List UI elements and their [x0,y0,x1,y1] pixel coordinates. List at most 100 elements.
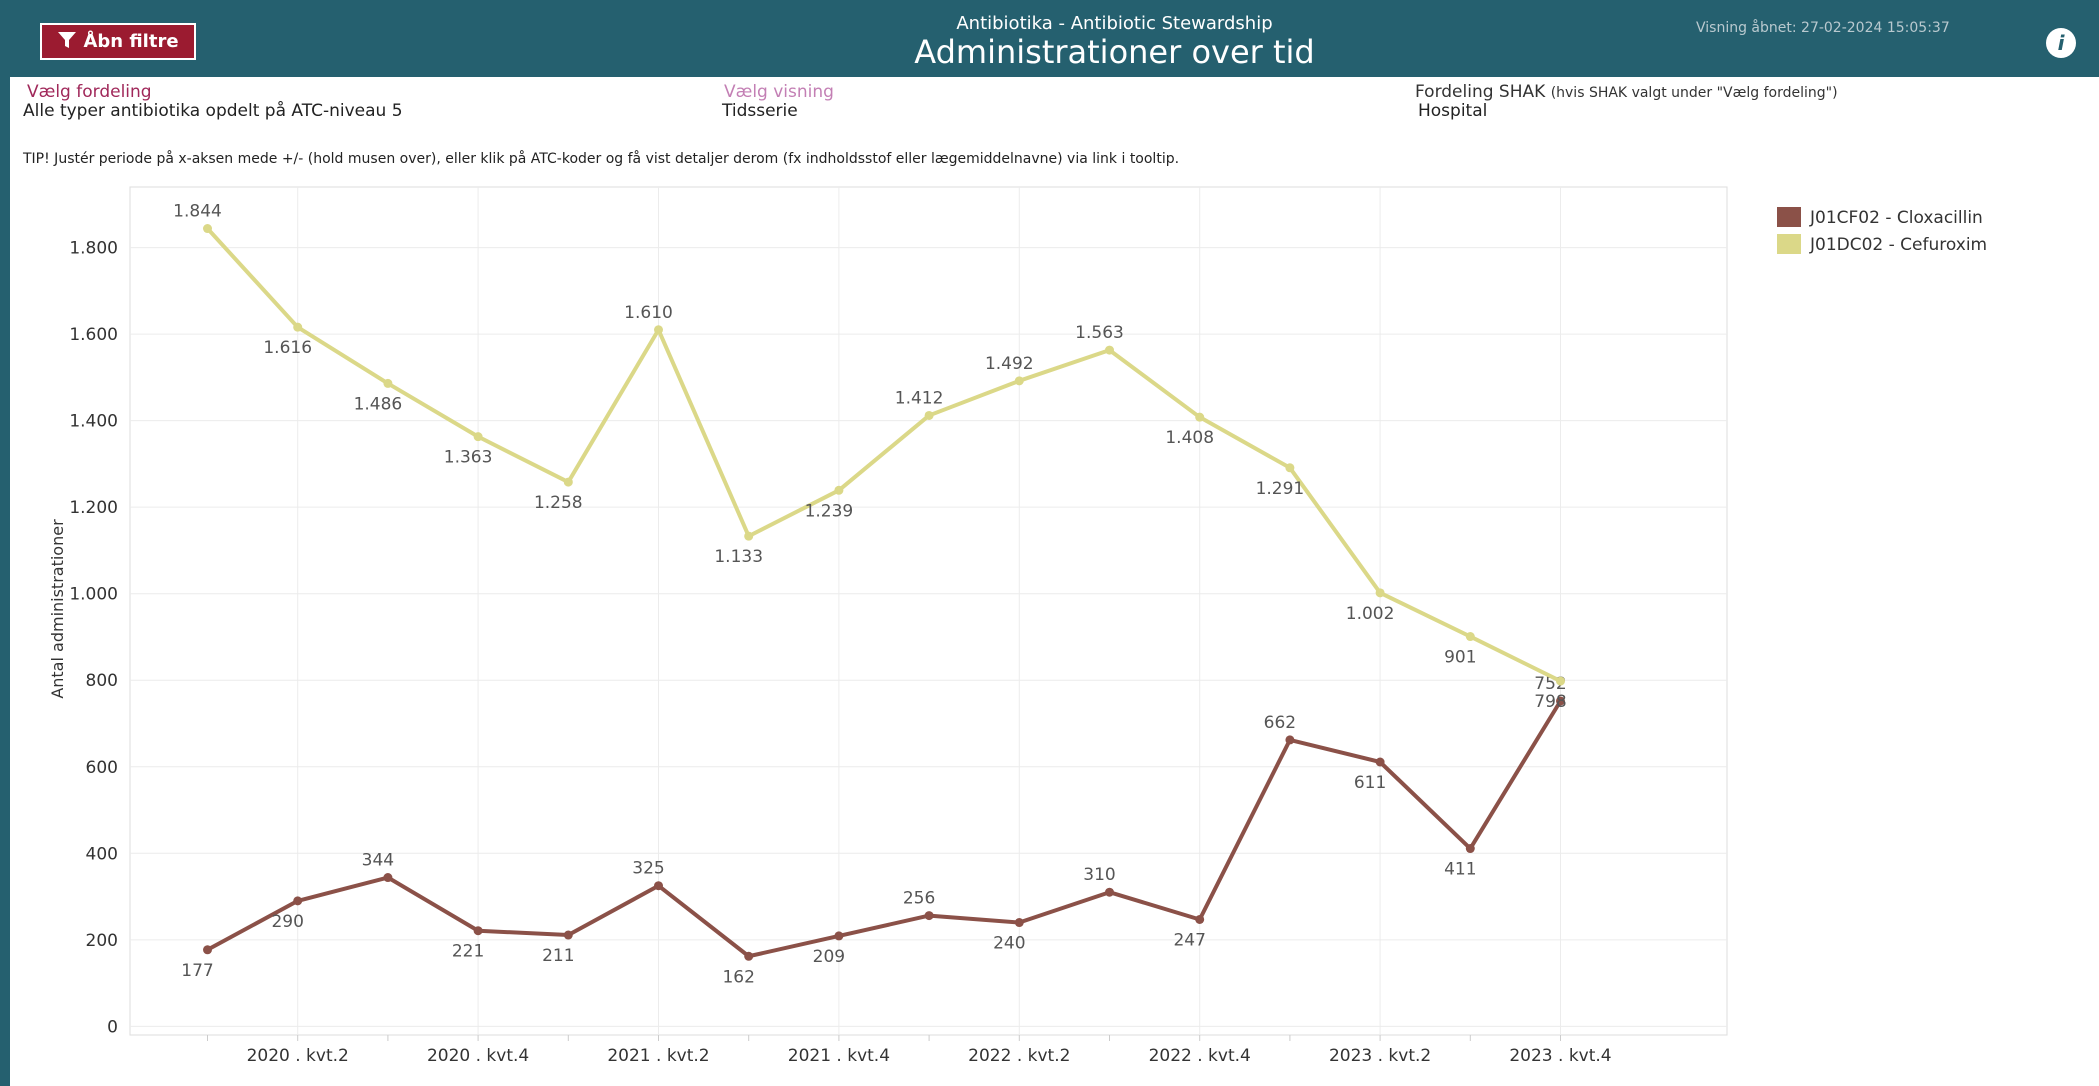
data-label: 1.412 [895,388,944,408]
data-label: 662 [1264,713,1296,733]
legend-label: J01DC02 - Cefuroxim [1809,235,1987,255]
data-point [1556,676,1565,686]
data-label: 611 [1354,773,1386,793]
data-point [1105,345,1114,355]
data-label: 344 [362,851,394,871]
filter-label-text: Fordeling SHAK [1415,82,1546,102]
opened-time: Visning åbnet: 27-02-2024 15:05:37 [1696,20,1950,36]
y-tick-label: 1.800 [69,239,118,259]
data-point [563,477,573,487]
x-tick-label: 2021 . kvt.4 [788,1046,890,1066]
data-label: 1.291 [1256,479,1305,499]
data-point [654,881,663,891]
data-point [744,531,754,541]
y-axis-title: Antal administrationer [48,519,67,699]
filter-label: Vælg visning [724,82,834,102]
y-tick-label: 0 [107,1017,118,1037]
data-point [293,322,303,332]
data-label: 211 [542,946,574,966]
data-label: 1.408 [1165,428,1214,448]
header-bar: Åbn filtre Antibiotika - Antibiotic Stew… [10,0,2099,77]
data-point [1465,632,1475,642]
filter-note: (hvis SHAK valgt under "Vælg fordeling") [1550,85,1838,101]
series-line [206,227,1562,683]
legend-swatch [1777,234,1801,254]
y-tick-label: 200 [86,931,118,951]
data-label: 1.258 [534,493,583,513]
subtitle: Antibiotika - Antibiotic Stewardship [956,13,1273,34]
data-point [473,926,483,936]
title: Administrationer over tid [914,33,1315,71]
data-label: 1.563 [1075,323,1124,343]
plot-area [129,186,1728,1036]
y-tick-label: 1.400 [69,412,118,432]
data-point [834,931,844,941]
data-point [203,945,212,955]
data-label: 1.486 [354,394,403,414]
x-tick-label: 2020 . kvt.4 [427,1046,529,1066]
data-point [654,325,663,335]
data-label: 1.133 [714,547,763,567]
data-label: 325 [632,859,664,879]
data-label: 1.616 [263,338,312,358]
data-label: 177 [181,961,213,981]
x-tick-label: 2023 . kvt.2 [1329,1046,1431,1066]
data-point [1285,463,1295,473]
filter-value: Tidsserie [722,101,798,121]
x-tick-label: 2020 . kvt.2 [247,1046,349,1066]
y-tick-label: 1.200 [69,498,118,518]
data-point [924,410,934,420]
data-point [1465,844,1475,854]
filter-icon [58,32,77,48]
filter-value: Hospital [1418,101,1488,121]
data-label: 290 [271,912,303,932]
y-tick-label: 800 [86,671,118,691]
button-label: Åbn filtre [83,31,179,52]
data-point [744,951,754,961]
data-point [1195,412,1205,422]
data-label: 798 [1534,692,1566,712]
filter-label: Fordeling SHAK (hvis SHAK valgt under "V… [1415,82,1838,102]
tip: TIP! Justér periode på x-aksen mede +/- … [23,151,1180,167]
data-point [203,224,212,234]
data-label: 209 [813,947,845,967]
y-tick-label: 1.000 [69,585,118,605]
data-label: 256 [903,889,935,909]
data-label: 1.002 [1346,604,1395,624]
y-tick-label: 600 [86,758,118,778]
data-point [1195,914,1205,924]
legend-swatch [1777,207,1801,227]
svg-text:i: i [2058,31,2066,55]
data-label: 1.610 [624,303,673,323]
x-tick-label: 2023 . kvt.4 [1509,1046,1611,1066]
x-tick-label: 2022 . kvt.4 [1149,1046,1251,1066]
data-label: 1.844 [173,202,222,222]
y-tick-label: 1.600 [69,325,118,345]
data-label: 310 [1083,865,1115,885]
data-label: 1.363 [444,448,493,468]
data-point [1014,376,1024,386]
data-point [293,896,303,906]
data-point [1285,735,1295,745]
data-point [383,873,393,883]
series-line [206,699,1563,959]
filter-value: Alle typer antibiotika opdelt på ATC-niv… [23,101,403,121]
data-label: 411 [1444,860,1476,880]
data-point [924,911,934,921]
data-label: 162 [722,967,754,987]
data-point [1556,696,1565,706]
filter-button[interactable]: Åbn filtre [40,23,196,60]
data-label: 221 [452,942,484,962]
data-label: 1.239 [805,501,854,521]
data-point [1375,757,1385,767]
info-icon[interactable]: i [2045,27,2077,59]
chart: 0 200 400 600 800 1.000 1.200 1.400 1.600 1.800 20… [48,186,1987,1066]
data-point [473,432,483,442]
data-point [1014,918,1024,928]
data-point [834,485,844,495]
y-tick-label: 400 [86,844,118,864]
data-label: 1.492 [985,354,1034,374]
data-point [1105,887,1114,897]
data-point [1375,588,1385,598]
